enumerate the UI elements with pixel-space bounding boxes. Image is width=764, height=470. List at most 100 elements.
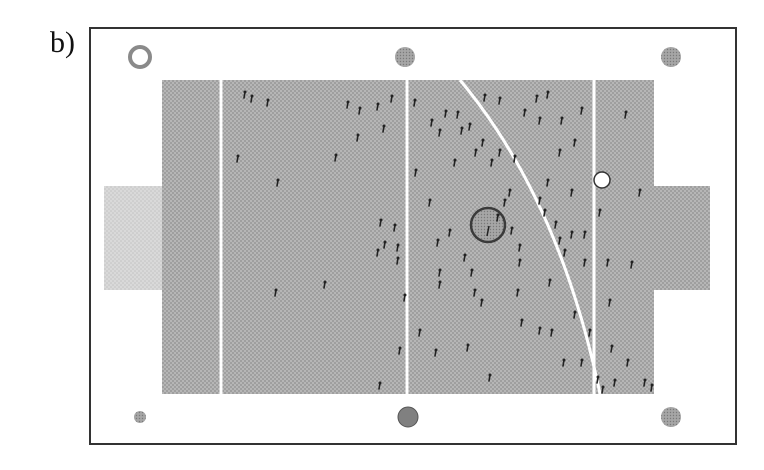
hit-marker-dot: [570, 230, 574, 234]
hit-marker-dot: [624, 110, 628, 114]
hit-marker-dot: [448, 228, 452, 232]
edge-circle-bottom-center: [397, 406, 419, 428]
hit-marker-dot: [453, 158, 457, 162]
hit-marker-dot: [483, 93, 487, 97]
hit-marker-dot: [403, 293, 407, 297]
hit-marker-dot: [583, 258, 587, 262]
hit-marker-dot: [538, 326, 542, 330]
hit-marker-dot: [243, 90, 247, 94]
hit-marker-dot: [573, 310, 577, 314]
hit-marker-dot: [356, 133, 360, 137]
hit-marker-dot: [535, 94, 539, 98]
hit-marker-dot: [498, 148, 502, 152]
hit-marker-dot: [518, 258, 522, 262]
hit-marker-dot: [466, 343, 470, 347]
hit-marker-dot: [430, 118, 434, 122]
hit-marker-dot: [396, 256, 400, 260]
hit-marker-dot: [520, 318, 524, 322]
hit-marker-dot: [382, 124, 386, 128]
hit-marker-dot: [250, 94, 254, 98]
hit-marker-dot: [554, 220, 558, 224]
center-circle-tick: [486, 225, 490, 237]
edge-circle-top-center: [395, 47, 415, 67]
hit-marker-dot: [546, 178, 550, 182]
hit-marker-dot: [558, 236, 562, 240]
hit-marker-dot: [434, 348, 438, 352]
hit-marker-dot: [480, 298, 484, 302]
hit-marker-dot: [596, 375, 600, 379]
hit-marker-dot: [613, 378, 617, 382]
hit-marker-dot: [588, 328, 592, 332]
hit-marker-dot: [546, 90, 550, 94]
hit-marker-dot: [550, 328, 554, 332]
arc-line: [458, 79, 602, 395]
hit-marker-dot: [562, 358, 566, 362]
right-side-panel: [652, 186, 710, 290]
hit-marker-dot: [460, 126, 464, 130]
hit-marker-dot: [606, 258, 610, 262]
hit-marker-dot: [498, 96, 502, 100]
hit-marker-dot: [438, 268, 442, 272]
hit-marker-dot: [358, 106, 362, 110]
hit-marker-dot: [346, 100, 350, 104]
hit-marker-dot: [496, 213, 500, 217]
hit-marker-dot: [418, 328, 422, 332]
hit-marker-dot: [573, 138, 577, 142]
left-side-panel: [104, 186, 164, 290]
hit-marker-dot: [543, 208, 547, 212]
hit-marker-dot: [398, 346, 402, 350]
hit-marker-dot: [563, 248, 567, 252]
corner-circle-bottom-left: [134, 411, 146, 423]
hit-marker-dot: [608, 298, 612, 302]
hit-marker-dot: [508, 188, 512, 192]
corner-circle-top-right: [661, 47, 681, 67]
center-circle: [469, 206, 507, 244]
hit-marker-dot: [580, 358, 584, 362]
hit-marker-dot: [598, 208, 602, 212]
hit-marker-dot: [390, 94, 394, 98]
hit-marker-dot: [334, 153, 338, 157]
hit-marker-dot: [474, 148, 478, 152]
hit-marker-dot: [548, 278, 552, 282]
hit-marker-dot: [630, 260, 634, 264]
hit-marker-dot: [414, 168, 418, 172]
corner-circle-top-left: [128, 45, 152, 69]
hit-marker-dot: [436, 238, 440, 242]
open-circle-marker: [593, 171, 611, 189]
hit-marker-dot: [468, 122, 472, 126]
hit-marker-dot: [488, 373, 492, 377]
hit-marker-dot: [438, 280, 442, 284]
hit-marker-dot: [610, 344, 614, 348]
hit-marker-dot: [470, 268, 474, 272]
hit-marker-dot: [413, 98, 417, 102]
hit-marker-dot: [516, 288, 520, 292]
hit-marker-dot: [274, 288, 278, 292]
hit-marker-dot: [626, 358, 630, 362]
hit-marker-dot: [463, 253, 467, 257]
hit-marker-dot: [438, 128, 442, 132]
hit-marker-dot: [490, 158, 494, 162]
hit-marker-dot: [379, 218, 383, 222]
hit-marker-dot: [393, 223, 397, 227]
hit-marker-dot: [378, 381, 382, 385]
hit-marker-dot: [538, 116, 542, 120]
figure-label: b): [50, 26, 75, 59]
hit-marker-dot: [266, 98, 270, 102]
hit-marker-dot: [503, 198, 507, 202]
hit-marker-dot: [481, 138, 485, 142]
hit-marker-dot: [444, 109, 448, 113]
hit-marker-dot: [383, 240, 387, 244]
hit-marker-dot: [456, 110, 460, 114]
hit-marker-dot: [276, 178, 280, 182]
hit-marker-dot: [513, 154, 517, 158]
hit-marker-dot: [510, 226, 514, 230]
hit-marker-dot: [560, 116, 564, 120]
hit-marker-dot: [583, 230, 587, 234]
hit-marker-dot: [650, 383, 654, 387]
corner-circle-bottom-right: [661, 407, 681, 427]
hit-marker-dot: [396, 243, 400, 247]
hit-marker-dot: [473, 288, 477, 292]
hit-marker-dot: [323, 280, 327, 284]
hit-marker-dot: [558, 148, 562, 152]
